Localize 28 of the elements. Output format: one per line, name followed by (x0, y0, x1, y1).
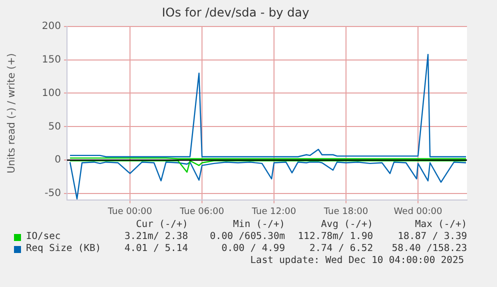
y-axis-title: Units read (-) / write (+) (6, 53, 18, 174)
x-tick-label: Tue 00:00 (106, 206, 152, 217)
text: 3.21m/ 2.38 (124, 231, 188, 242)
y-tick-label: 0 (54, 154, 61, 166)
y-tick-label: 50 (48, 121, 61, 132)
text: 112.78m/ 1.90 (298, 231, 373, 242)
legend-label: Req Size (KB) (26, 243, 102, 254)
text: Max (-/+) (415, 219, 467, 230)
text: Avg (-/+) (321, 219, 373, 230)
y-tick-label: 200 (42, 20, 61, 32)
text: 18.87 / 3.39 (398, 231, 467, 242)
text: Last update: Wed Dec 10 04:00:00 2025 (250, 255, 464, 266)
x-tick-label: Tue 06:00 (178, 206, 224, 217)
text: 58.40 /158.23 (392, 243, 467, 254)
y-tick-label: 100 (42, 88, 61, 99)
x-tick-label: Wed 00:00 (394, 206, 442, 217)
text: Min (-/+) (233, 219, 285, 230)
text: 2.74 / 6.52 (309, 243, 373, 254)
text: 4.01 / 5.14 (124, 243, 188, 254)
text: 0.00 /605.30m (210, 231, 285, 242)
y-tick-label: -50 (44, 188, 61, 200)
x-tick-label: Tue 18:00 (322, 206, 368, 217)
chart-title: IOs for /dev/sda - by day (162, 5, 310, 20)
y-tick-label: 150 (42, 54, 61, 66)
x-tick-label: Tue 12:00 (250, 206, 296, 217)
text: 0.00 / 4.99 (221, 243, 285, 254)
legend-label: IO/sec (26, 231, 61, 242)
text: Cur (-/+) (136, 219, 188, 230)
